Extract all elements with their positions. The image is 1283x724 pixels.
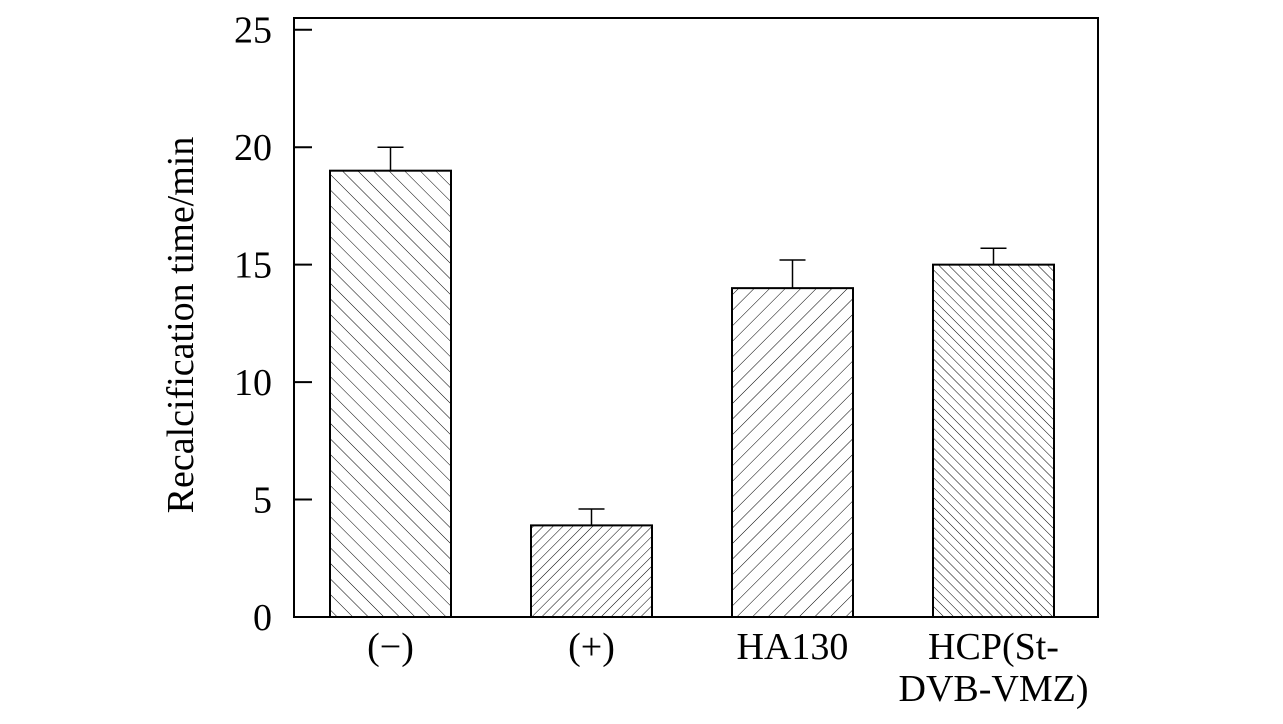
y-tick-label-0: 0	[253, 597, 272, 639]
x-tick-label-0: (−)	[367, 626, 414, 668]
axes-layer	[293, 17, 1099, 618]
error-bars-layer	[377, 146, 1007, 526]
y-tick-label-2: 10	[234, 362, 272, 404]
y-tick-label-3: 15	[234, 245, 272, 287]
y-ticks-layer: 0 5 10 15 20 25	[234, 10, 312, 639]
x-tick-label-3-line-1: DVB-VMZ)	[899, 668, 1089, 710]
bar-3	[932, 263, 1055, 618]
bar-1	[530, 524, 653, 619]
bar-2	[731, 287, 854, 618]
plot-frame	[293, 17, 1099, 618]
y-axis-title: Recalcification time/min	[160, 137, 202, 514]
x-tick-label-3-line-0: HCP(St-	[928, 626, 1059, 668]
x-tick-label-2: HA130	[737, 626, 849, 668]
bar-0	[329, 169, 452, 618]
y-tick-label-5: 25	[234, 10, 272, 52]
x-labels-layer: (−) (+) HA130 HCP(St-DVB-VMZ)	[367, 626, 1088, 710]
y-tick-label-1: 5	[253, 480, 272, 522]
x-tick-label-1: (+)	[568, 626, 615, 668]
y-tick-label-4: 20	[234, 127, 272, 169]
bars-layer	[329, 169, 1055, 619]
